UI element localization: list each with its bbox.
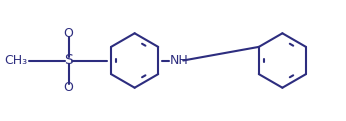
Text: NH: NH bbox=[170, 54, 188, 67]
Text: O: O bbox=[64, 81, 73, 94]
Text: O: O bbox=[64, 27, 73, 40]
Text: S: S bbox=[64, 53, 73, 68]
Text: CH₃: CH₃ bbox=[4, 54, 28, 67]
